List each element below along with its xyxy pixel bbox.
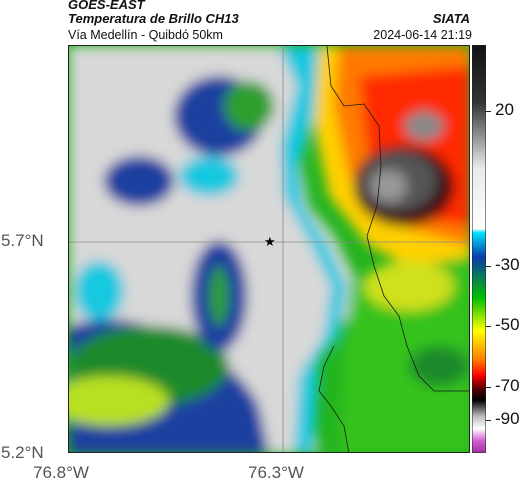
- colorbar-label: 20: [495, 100, 514, 119]
- lon-tick: 76.8°W: [33, 463, 89, 482]
- colorbar-label: -30: [495, 255, 520, 274]
- colorbar-tick: [486, 326, 491, 327]
- boundary-line: [326, 46, 469, 392]
- datetime-label: 2024-06-14 21:19: [373, 28, 472, 42]
- colorbar-label: -70: [495, 376, 520, 395]
- boundary-line: [318, 345, 350, 452]
- colorbar-label: -50: [495, 315, 520, 334]
- route-subtitle: Vía Medellín - Quibdó 50km: [68, 28, 223, 42]
- colorbar-label: -90: [495, 409, 520, 428]
- colorbar: [472, 45, 486, 453]
- colorbar-tick: [486, 111, 491, 112]
- colorbar-tick: [486, 266, 491, 267]
- star-marker: ★: [264, 235, 276, 250]
- lon-tick: 76.3°W: [248, 463, 304, 482]
- brightness-temperature-field: ★: [69, 46, 469, 452]
- product-title: Temperatura de Brillo CH13: [68, 11, 239, 26]
- organization-label: SIATA: [432, 11, 470, 26]
- lat-tick: 5.2°N: [1, 443, 44, 462]
- lat-tick: 5.7°N: [1, 231, 44, 250]
- satellite-map[interactable]: ★: [68, 45, 470, 453]
- colorbar-tick: [486, 387, 491, 388]
- colorbar-tick: [486, 420, 491, 421]
- satellite-title: GOES-EAST: [68, 0, 145, 12]
